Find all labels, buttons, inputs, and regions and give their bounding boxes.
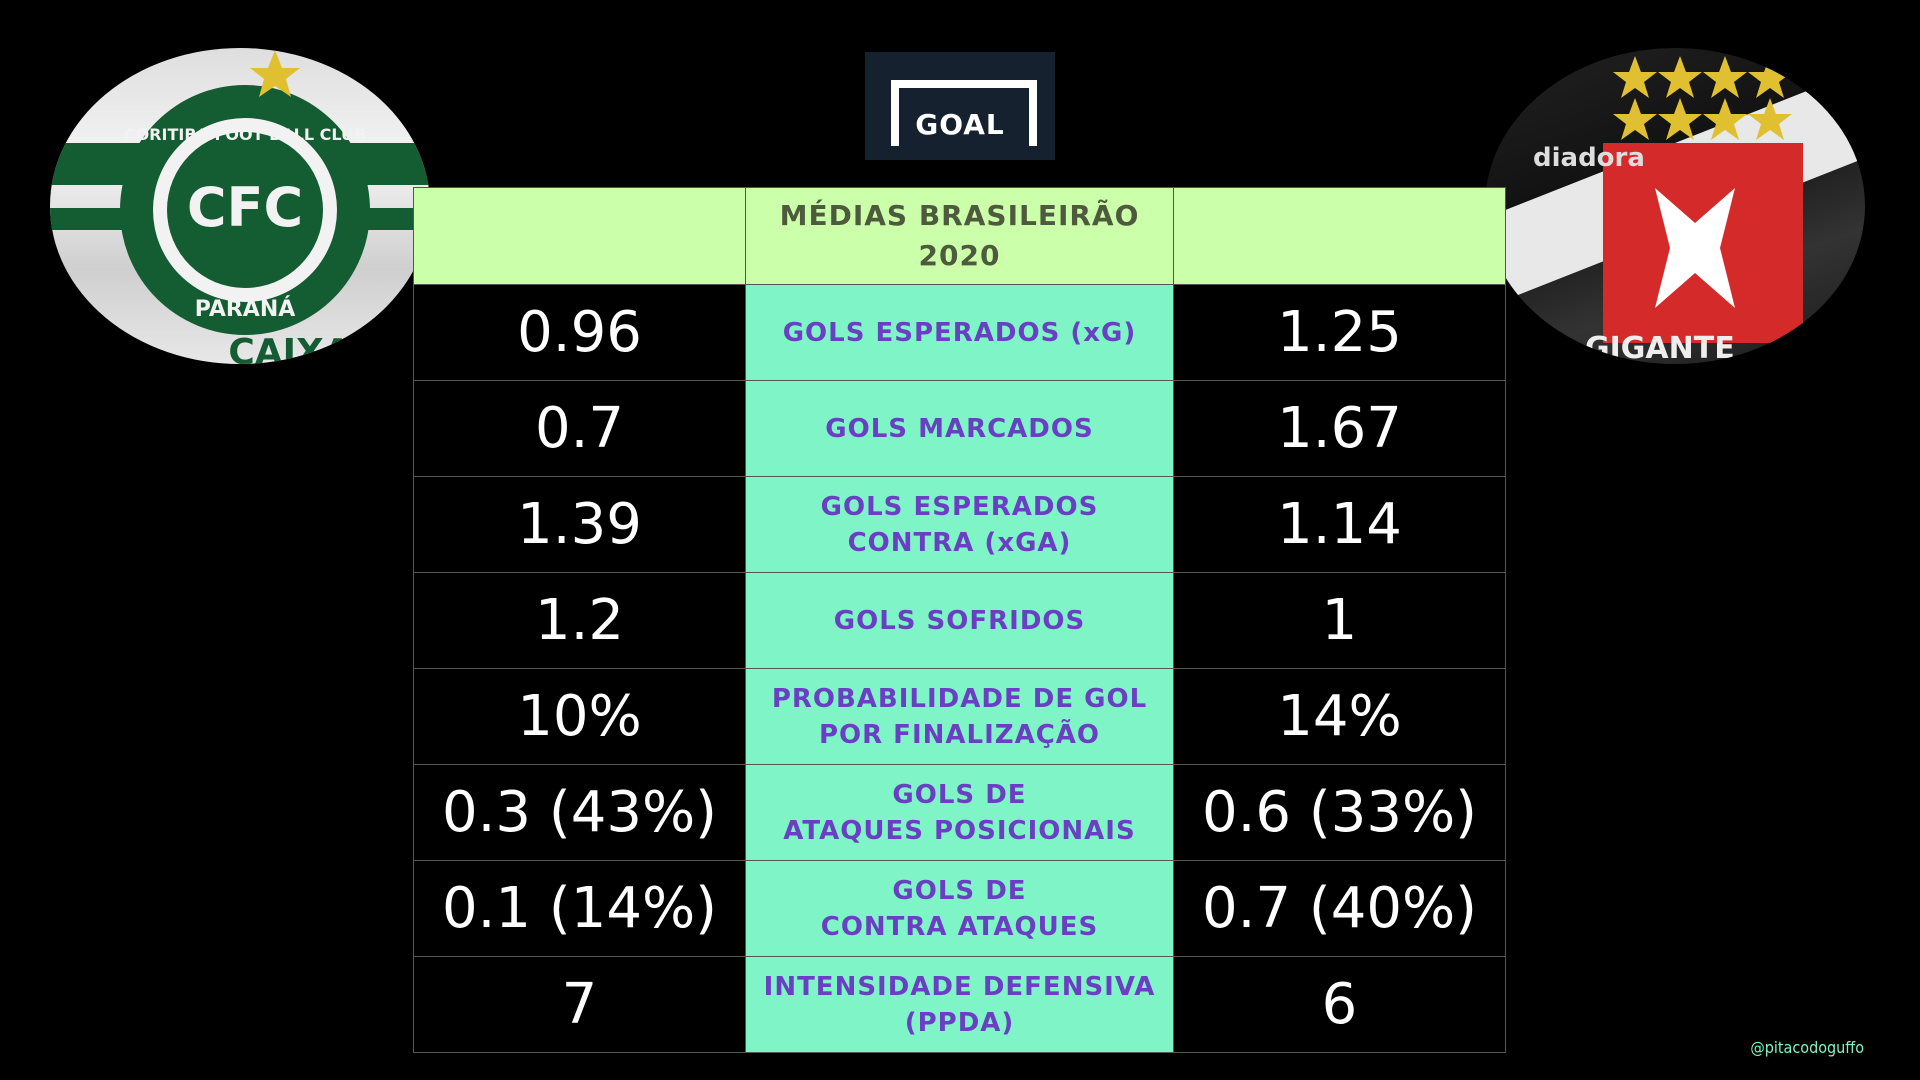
metric-label-line1: GOLS SOFRIDOS: [833, 605, 1086, 636]
metric-label-line2: CONTRA ATAQUES: [820, 911, 1099, 942]
left-value: 1.2: [413, 572, 746, 669]
metric-label-line1: GOLS DE: [892, 779, 1027, 810]
crest-state-text: PARANÁ: [195, 296, 296, 322]
left-value: 1.39: [413, 476, 746, 573]
coritiba-crest: 1909 CFC PARANÁ CORITIBA FOOT BALL CLUB …: [50, 48, 430, 364]
goal-logo-text: GOAL: [915, 108, 1005, 141]
metric-label: GOLS DE ATAQUES POSICIONAIS: [745, 764, 1174, 861]
metric-label-line1: GOLS MARCADOS: [825, 413, 1094, 444]
left-value: 0.1 (14%): [413, 860, 746, 957]
header-right-cell: [1173, 187, 1506, 285]
metric-label-line2: CONTRA (xGA): [847, 527, 1072, 558]
table-row: 1.2 GOLS SOFRIDOS 1: [413, 572, 1506, 669]
crest-sponsor-text: CAIXA: [228, 332, 351, 364]
table-title-line1: MÉDIAS BRASILEIRÃO: [779, 199, 1140, 232]
crest-initials-text: CFC: [187, 176, 303, 239]
header-left-cell: [413, 187, 746, 285]
table-title-line2: 2020: [918, 239, 1001, 272]
vasco-crest: diadora GIGANTE: [1485, 48, 1865, 364]
stats-table: MÉDIAS BRASILEIRÃO 2020 0.96 GOLS ESPERA…: [413, 187, 1506, 1053]
metric-label: PROBABILIDADE DE GOL POR FINALIZAÇÃO: [745, 668, 1174, 765]
table-row: 0.3 (43%) GOLS DE ATAQUES POSICIONAIS 0.6…: [413, 764, 1506, 861]
right-value: 1.25: [1173, 284, 1506, 381]
goal-logo: GOAL: [865, 52, 1055, 160]
crest-brand-text: diadora: [1533, 143, 1645, 173]
metric-label: GOLS ESPERADOS CONTRA (xGA): [745, 476, 1174, 573]
header-title-cell: MÉDIAS BRASILEIRÃO 2020: [745, 187, 1174, 285]
metric-label: GOLS ESPERADOS (xG): [745, 284, 1174, 381]
left-value: 10%: [413, 668, 746, 765]
right-value: 1.67: [1173, 380, 1506, 477]
crest-year-text: 1909: [60, 149, 144, 184]
table-row: 0.96 GOLS ESPERADOS (xG) 1.25: [413, 284, 1506, 381]
table-title: MÉDIAS BRASILEIRÃO 2020: [746, 196, 1173, 276]
metric-label-line2: (PPDA): [904, 1007, 1015, 1038]
left-value: 0.3 (43%): [413, 764, 746, 861]
metric-label-line2: ATAQUES POSICIONAIS: [783, 815, 1136, 846]
right-value: 1.14: [1173, 476, 1506, 573]
right-value: 0.6 (33%): [1173, 764, 1506, 861]
author-credit: @pitacodoguffo: [1750, 1038, 1864, 1057]
metric-label-line1: GOLS ESPERADOS (xG): [782, 317, 1137, 348]
crest-bottom-text: GIGANTE: [1585, 331, 1735, 364]
metric-label-line1: INTENSIDADE DEFENSIVA: [763, 971, 1156, 1002]
right-value: 0.7 (40%): [1173, 860, 1506, 957]
right-value: 6: [1173, 956, 1506, 1053]
metric-label-line2: POR FINALIZAÇÃO: [818, 719, 1101, 750]
metric-label: INTENSIDADE DEFENSIVA (PPDA): [745, 956, 1174, 1053]
metric-label-line1: PROBABILIDADE DE GOL: [771, 683, 1148, 714]
left-value: 7: [413, 956, 746, 1053]
crest-ring-text: CORITIBA FOOT BALL CLUB: [124, 125, 366, 144]
table-row: 10% PROBABILIDADE DE GOL POR FINALIZAÇÃO …: [413, 668, 1506, 765]
metric-label-line1: GOLS ESPERADOS: [820, 491, 1099, 522]
table-row: 0.1 (14%) GOLS DE CONTRA ATAQUES 0.7 (40%…: [413, 860, 1506, 957]
metric-label: GOLS SOFRIDOS: [745, 572, 1174, 669]
table-row: 0.7 GOLS MARCADOS 1.67: [413, 380, 1506, 477]
metric-label: GOLS MARCADOS: [745, 380, 1174, 477]
left-value: 0.7: [413, 380, 746, 477]
table-row: 7 INTENSIDADE DEFENSIVA (PPDA) 6: [413, 956, 1506, 1053]
table-header-row: MÉDIAS BRASILEIRÃO 2020: [413, 187, 1506, 285]
table-row: 1.39 GOLS ESPERADOS CONTRA (xGA) 1.14: [413, 476, 1506, 573]
metric-label: GOLS DE CONTRA ATAQUES: [745, 860, 1174, 957]
left-value: 0.96: [413, 284, 746, 381]
goal-frame-icon: [891, 80, 1037, 146]
right-value: 1: [1173, 572, 1506, 669]
right-value: 14%: [1173, 668, 1506, 765]
metric-label-line1: GOLS DE: [892, 875, 1027, 906]
